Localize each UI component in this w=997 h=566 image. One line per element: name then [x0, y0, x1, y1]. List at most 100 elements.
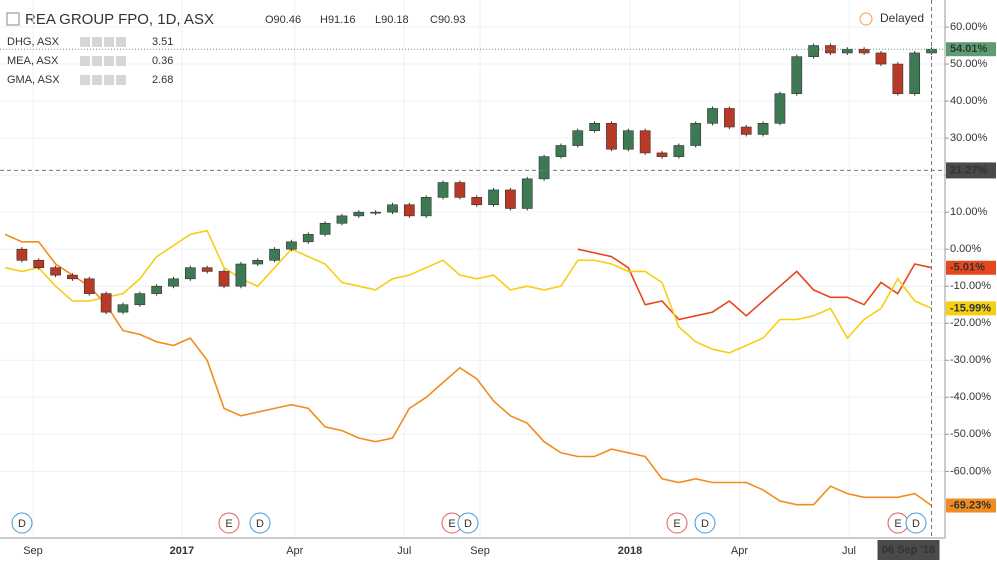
candle	[841, 48, 853, 54]
candle	[336, 215, 348, 224]
event-marker[interactable]	[218, 512, 240, 534]
y-tick-label: 40.00%	[950, 95, 988, 107]
candle	[589, 122, 600, 132]
candle	[353, 211, 365, 217]
value-badge-label: -69.23%	[950, 499, 991, 511]
event-label: D	[464, 518, 472, 530]
value-badge-label: -5.01%	[950, 262, 985, 274]
legend-name: MEA, ASX	[7, 55, 59, 67]
legend-button[interactable]	[104, 56, 114, 66]
candle	[707, 108, 718, 124]
value-badge-label: 54.01%	[950, 43, 988, 55]
candle	[656, 152, 668, 157]
x-tick-label: 2017	[170, 545, 194, 557]
series-line	[4, 233, 932, 507]
legend-button[interactable]	[116, 75, 126, 85]
x-tick-label: Jul	[842, 545, 856, 557]
collapse-icon[interactable]	[6, 12, 20, 26]
legend-value: 0.36	[152, 55, 173, 67]
candle	[791, 56, 803, 94]
candle	[370, 211, 381, 214]
delayed-status: Delayed	[880, 11, 924, 25]
event-marker[interactable]	[457, 512, 479, 534]
event-label: E	[225, 518, 232, 530]
y-tick-label: 50.00%	[950, 58, 988, 70]
event-label: D	[701, 518, 709, 530]
crosshair-badge	[946, 162, 996, 179]
candle	[454, 182, 466, 198]
ohlc-value: O90.46	[265, 14, 301, 26]
crosshair-date: 06 Sep '18	[882, 544, 935, 556]
candle	[774, 93, 786, 124]
legend-button[interactable]	[80, 37, 90, 47]
event-marker[interactable]	[11, 512, 33, 534]
candle	[387, 204, 398, 213]
event-label: E	[673, 518, 680, 530]
legend-button[interactable]	[80, 56, 90, 66]
candle	[505, 189, 516, 209]
candle	[538, 156, 550, 180]
candle	[16, 248, 28, 261]
candle	[83, 278, 95, 294]
event-label: D	[18, 518, 26, 530]
candle	[50, 267, 61, 276]
legend-button[interactable]	[92, 37, 102, 47]
event-marker[interactable]	[666, 512, 688, 534]
event-marker[interactable]	[694, 512, 716, 534]
candle	[168, 278, 179, 287]
legend-button[interactable]	[104, 75, 114, 85]
candle	[201, 267, 213, 272]
crosshair-date-badge	[877, 540, 940, 560]
candle	[521, 178, 533, 209]
y-tick-label: -30.00%	[950, 354, 991, 366]
candle	[286, 241, 297, 250]
legend-button[interactable]	[116, 56, 126, 66]
series-line	[577, 248, 932, 321]
candle	[690, 122, 702, 146]
value-badge	[946, 42, 996, 57]
candle	[269, 248, 280, 261]
legend-name: DHG, ASX	[7, 36, 60, 48]
legend-button[interactable]	[104, 37, 114, 47]
x-tick-label: Sep	[23, 545, 43, 557]
legend-name: GMA, ASX	[7, 74, 60, 86]
x-tick-label: Sep	[470, 545, 490, 557]
y-tick-label: 0.00%	[950, 243, 981, 255]
y-tick-label: 60.00%	[950, 21, 988, 33]
candle	[319, 222, 331, 235]
candle	[606, 122, 617, 150]
candle	[740, 126, 752, 135]
x-tick-label: 2018	[618, 545, 642, 557]
legend-button[interactable]	[92, 75, 102, 85]
y-tick-label: -50.00%	[950, 428, 991, 440]
candle	[875, 52, 887, 65]
candle	[420, 197, 432, 217]
legend-button[interactable]	[116, 37, 126, 47]
candle	[572, 130, 584, 146]
candle	[100, 293, 112, 313]
candle	[252, 259, 264, 265]
value-badge	[946, 260, 996, 275]
ohlc-value: H91.16	[320, 14, 355, 26]
event-label: D	[912, 518, 920, 530]
series-line	[4, 229, 932, 354]
candle	[909, 52, 921, 94]
candle	[184, 267, 196, 280]
ohlc-value: C90.93	[430, 14, 465, 26]
candle	[858, 48, 870, 54]
legend-button[interactable]	[92, 56, 102, 66]
event-marker[interactable]	[905, 512, 927, 534]
crosshair-label: 21.27%	[950, 164, 988, 176]
y-tick-label: -60.00%	[950, 465, 991, 477]
candle	[117, 304, 129, 313]
candle	[437, 182, 449, 198]
event-label: E	[894, 518, 901, 530]
candle	[622, 130, 634, 150]
legend-button[interactable]	[80, 75, 90, 85]
y-tick-label: 30.00%	[950, 132, 988, 144]
candle	[471, 197, 483, 206]
legend-value: 2.68	[152, 74, 173, 86]
candle	[808, 45, 819, 57]
event-marker[interactable]	[249, 512, 271, 534]
